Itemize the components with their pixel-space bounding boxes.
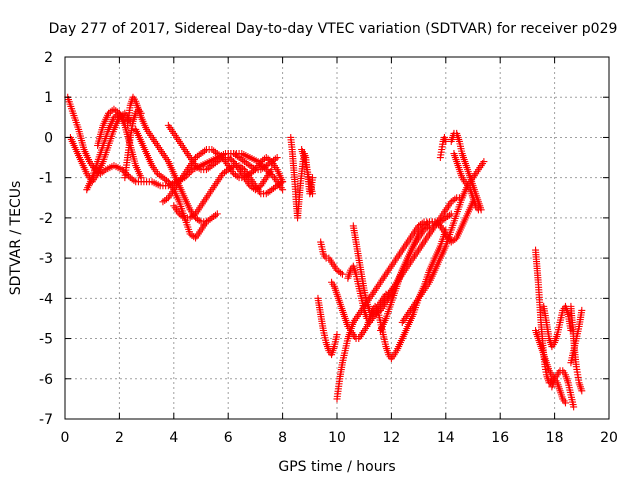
series-arc-26 [532, 246, 556, 387]
series-arc-01 [64, 93, 287, 194]
data-point [125, 172, 133, 180]
y-axis-ticks: 2 1 0 -1 -2 -3 -4 -5 -6 -7 [39, 50, 609, 428]
x-tick-label: 18 [546, 430, 564, 446]
grid-lines [65, 57, 609, 419]
series-arc-13 [298, 146, 317, 198]
x-tick-label: 16 [491, 430, 509, 446]
data-point [570, 403, 578, 411]
y-tick-label: -3 [39, 251, 53, 267]
x-axis-title: GPS time / hours [278, 459, 395, 475]
x-tick-label: 0 [61, 430, 70, 446]
data-point [480, 158, 488, 166]
series-arc-31 [567, 306, 586, 367]
y-tick-label: -2 [39, 211, 53, 227]
x-tick-label: 20 [600, 430, 618, 446]
data-point [338, 270, 346, 278]
x-tick-label: 2 [115, 430, 124, 446]
series-arc-21 [377, 198, 477, 335]
data-point [202, 218, 210, 226]
data-point [578, 306, 586, 314]
data-point [333, 331, 341, 339]
y-tick-label: -4 [39, 291, 53, 307]
data-point [279, 186, 287, 194]
data-point [137, 109, 145, 117]
series-arc-25 [450, 150, 482, 214]
data-point [137, 174, 145, 182]
x-tick-label: 8 [278, 430, 287, 446]
y-tick-label: 1 [44, 90, 53, 106]
data-point [578, 387, 586, 395]
x-axis-ticks: 0 2 4 6 8 10 12 14 16 18 20 [61, 57, 618, 446]
data-point [273, 154, 281, 162]
data-point [213, 210, 221, 218]
series-arc-14 [317, 238, 346, 278]
series-arc-28 [540, 302, 575, 351]
series-arc-06 [121, 105, 145, 182]
x-tick-label: 12 [382, 430, 400, 446]
data-point [561, 399, 569, 407]
data-point [309, 190, 317, 198]
series-arc-23 [436, 133, 450, 162]
x-tick-label: 10 [328, 430, 346, 446]
x-tick-label: 14 [437, 430, 455, 446]
series-arc-10 [170, 162, 287, 222]
y-tick-label: 2 [44, 50, 53, 66]
chart-title: Day 277 of 2017, Sidereal Day-to-day VTE… [49, 21, 618, 37]
series-arc-11 [224, 150, 281, 174]
y-axis-title: SDTVAR / TECUs [8, 181, 24, 296]
y-tick-label: -5 [39, 332, 53, 348]
series-arc-20 [366, 194, 466, 326]
y-tick-label: 0 [44, 130, 53, 146]
data-point [474, 206, 482, 214]
y-tick-label: -7 [39, 412, 53, 428]
series-arc-29 [548, 367, 578, 411]
x-tick-label: 6 [224, 430, 233, 446]
data-point [279, 178, 287, 186]
y-tick-label: -1 [39, 171, 53, 187]
series-arc-15 [314, 294, 341, 359]
x-tick-label: 4 [169, 430, 178, 446]
y-tick-label: -6 [39, 372, 53, 388]
data-points [64, 93, 586, 411]
data-point [309, 174, 317, 182]
